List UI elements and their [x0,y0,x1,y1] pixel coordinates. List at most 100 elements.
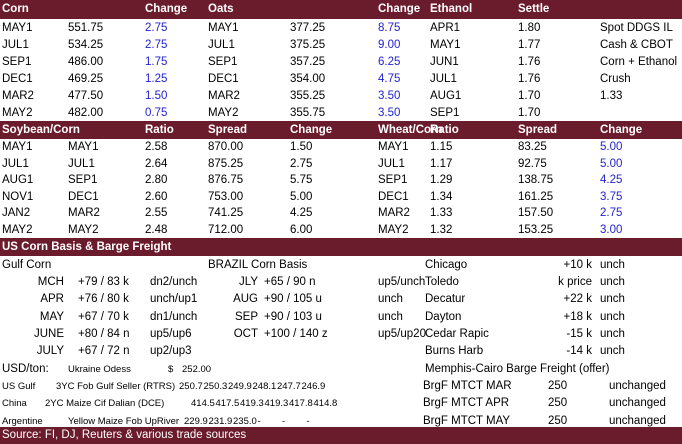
cell: 5.00 [600,141,623,153]
cell: 3.75 [600,190,623,203]
header-cell: Ratio [145,124,174,136]
cell: 1.76 [518,56,541,68]
header-cell: Change [378,3,421,15]
cell: Crush [600,73,631,85]
cell: MAY1 [2,141,33,153]
cell: 1.25 [145,73,168,85]
header-cell: Wheat/Corn [378,124,443,136]
location: Burns Harb [425,345,484,357]
price: 249.9 [228,381,252,392]
header-cell: Ratio [430,124,459,136]
cell: 153.25 [518,223,554,236]
cell: MAR2 [2,90,34,102]
barge-name: BrgF MTCT APR [423,397,510,410]
label: BRAZIL Corn Basis [208,259,308,271]
price: 419.3 [240,398,264,410]
price: 250.7 [179,381,203,392]
cell: MAY2 [2,223,33,236]
cell: 92.75 [518,157,547,170]
change: up2/up3 [150,345,192,357]
cell: 741.25 [208,207,244,219]
cell: MAY1 [208,22,239,34]
cell: MAR2 [208,90,240,102]
barge-status: unchanged [609,414,666,427]
cell: MAY1 [378,141,409,153]
price: - [306,415,310,427]
cell: 5.75 [290,174,313,186]
cell: APR1 [430,22,461,34]
month: APR [40,293,64,306]
cell: JAN2 [2,207,31,219]
header-cell: Soybean/Corn [2,124,80,136]
cell: Cash & CBOT [600,39,673,51]
cell: 551.75 [68,22,104,34]
cell: 8.75 [378,22,401,34]
price: - [282,415,286,427]
change: unch [600,259,625,271]
label: USD/ton: [2,363,49,375]
cell: MAY1 [68,141,99,153]
price: 252.00 [182,364,212,375]
cell: 375.25 [290,39,326,51]
basis: +67 / 70 k [78,310,129,323]
origin: Ukraine Odess [68,364,131,375]
cell: JUN1 [430,56,459,68]
price: 248.1 [252,381,277,392]
month: JLY [239,276,258,289]
label: Memphis-Cairo Barge Freight (offer) [425,363,610,375]
change: unch [378,293,403,306]
cell: JUL1 [378,157,405,170]
cell: 2.75 [600,207,623,219]
month: MCH [37,276,64,289]
basis: +79 / 83 k [78,276,129,289]
price: 414.8 [313,398,338,410]
cell: 138.75 [518,174,554,186]
month: MAY [39,310,64,323]
change: dn2/unch [150,276,198,289]
cell: AUG1 [2,174,34,186]
country: China [2,398,27,410]
header-cell: Change [145,3,188,15]
cell: 1.50 [290,141,313,153]
cell: 0.75 [145,107,168,119]
basis: +65 / 90 n [264,276,316,289]
cell: 1.34 [430,190,453,203]
cell: JUL1 [430,73,457,85]
price: 414.5 [191,398,215,410]
barge-status: unchanged [609,380,666,392]
basis: +10 k [563,259,592,271]
cell: 1.32 [430,223,453,236]
cell: 377.25 [290,22,326,34]
change: unch [600,310,625,323]
location: Dayton [425,310,462,323]
cell: 1.80 [518,22,541,34]
label: Gulf Corn [2,259,52,271]
cell: JUL1 [208,39,235,51]
cell: 876.75 [208,174,244,186]
cell: 1.15 [430,141,453,153]
basis: -15 k [566,327,592,340]
cell: 870.00 [208,141,244,153]
barge-name: BrgF MTCT MAR [423,380,512,392]
barge-value: 250 [548,380,568,392]
price: 250.3 [203,381,228,392]
cell: 3.50 [378,107,401,119]
cell: 355.75 [290,107,326,119]
cell: MAY2 [378,223,409,236]
basis: +90 / 103 u [264,310,322,323]
cell: 1.29 [430,174,453,186]
cell: 2.55 [145,207,168,219]
location: Chicago [425,259,468,271]
location: Cedar Rapic [425,327,489,340]
header-band [0,238,682,256]
cell: 2.75 [145,22,168,34]
cell: 2.60 [145,190,168,203]
price: 246.9 [301,381,326,392]
cell: 712.00 [208,223,244,236]
cell: 875.25 [208,157,244,170]
cell: SEP1 [378,174,408,186]
header-band [0,0,682,19]
price: 231.9 [208,415,233,427]
price: 229.9 [184,415,208,427]
cell: 6.25 [378,56,401,68]
